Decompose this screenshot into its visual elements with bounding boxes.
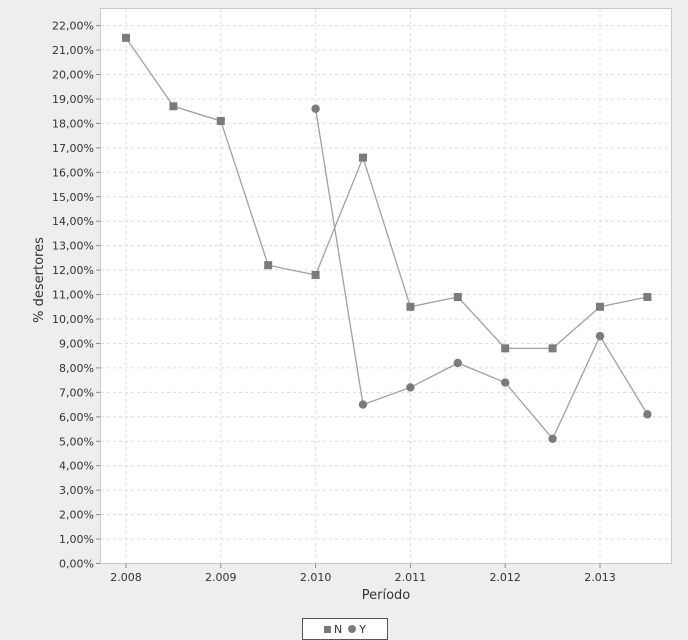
plot-area [100, 8, 672, 564]
data-point-y [548, 434, 557, 444]
data-point-n [548, 344, 557, 353]
x-tick-label: 2.011 [395, 571, 427, 584]
data-point-y [595, 331, 605, 341]
data-point-n [359, 153, 367, 162]
legend-entry-y: Y [348, 623, 366, 636]
data-point-y [453, 358, 462, 368]
data-point-n [216, 116, 225, 125]
data-point-y [643, 410, 652, 419]
data-point-n [311, 270, 320, 279]
data-point-n [122, 33, 130, 42]
legend-label-n: N [334, 622, 343, 636]
data-point-n [264, 261, 273, 270]
legend-circle-marker [348, 625, 357, 633]
data-point-n [453, 292, 462, 301]
y-axis-title: % desertores [32, 237, 47, 323]
y-tick-label: 22,00% [52, 20, 94, 33]
y-tick-label: 14,00% [52, 215, 94, 228]
x-tick-label: 2.010 [300, 571, 332, 584]
y-tick-label: 11,00% [52, 289, 94, 302]
x-axis-title: Período [361, 588, 411, 603]
data-point-n [501, 344, 510, 353]
data-point-y [311, 104, 320, 113]
y-tick-label: 3,00% [59, 484, 94, 497]
y-tick-label: 7,00% [59, 386, 94, 399]
x-tick-label: 2.009 [205, 571, 237, 584]
data-point-n [643, 292, 652, 301]
y-tick-label: 9,00% [59, 337, 94, 350]
data-point-y [358, 400, 368, 409]
legend-label-y: Y [359, 622, 366, 636]
y-tick-label: 4,00% [59, 460, 94, 473]
y-tick-label: 10,00% [52, 313, 94, 326]
legend-entry-n: N [324, 623, 342, 636]
series-line-y [314, 108, 648, 441]
y-tick-label: 15,00% [52, 191, 94, 204]
y-tick-label: 20,00% [52, 69, 94, 82]
y-tick-label: 19,00% [52, 93, 94, 106]
x-tick-label: 2.013 [584, 571, 616, 584]
y-tick-label: 16,00% [52, 166, 94, 179]
y-tick-label: 17,00% [52, 142, 94, 155]
y-tick-label: 6,00% [59, 411, 94, 424]
y-tick-label: 5,00% [59, 435, 94, 448]
y-tick-label: 13,00% [52, 240, 94, 253]
x-tick-label: 2.008 [110, 571, 142, 584]
y-tick-label: 12,00% [52, 264, 94, 277]
data-point-n [169, 102, 178, 111]
series-line-n [125, 37, 648, 349]
y-tick-label: 18,00% [52, 117, 94, 130]
y-tick-label: 21,00% [52, 44, 94, 57]
y-tick-label: 8,00% [59, 362, 94, 375]
data-point-y [406, 383, 415, 392]
data-point-y [501, 378, 510, 387]
data-point-n [596, 302, 604, 311]
y-tick-label: 1,00% [59, 533, 94, 546]
y-tick-label: 2,00% [59, 509, 94, 522]
y-tick-label: 0,00% [59, 558, 94, 571]
legend-square-marker [324, 625, 332, 633]
data-point-n [406, 302, 415, 311]
legend: N Y [302, 618, 388, 640]
x-tick-label: 2.012 [489, 571, 521, 584]
